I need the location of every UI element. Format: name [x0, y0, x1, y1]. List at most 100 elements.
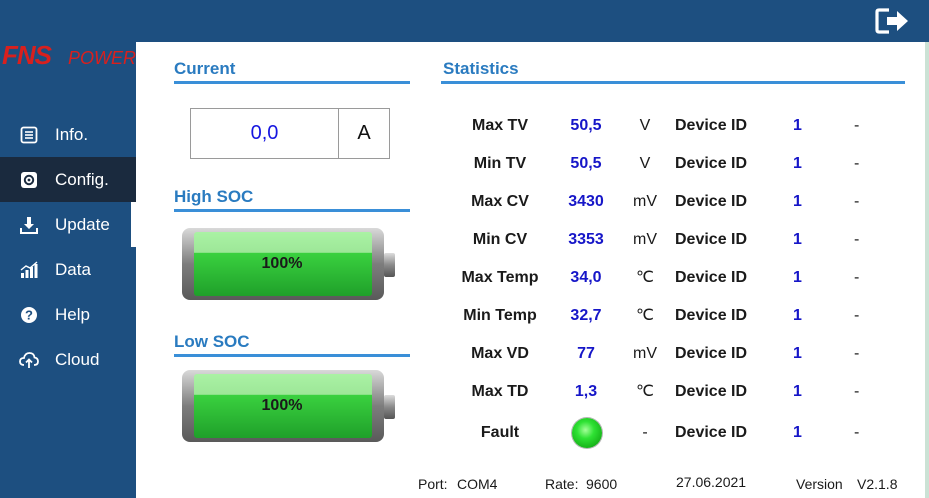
stat-extra: - [854, 269, 860, 286]
current-underline [174, 81, 410, 84]
battery-icon [182, 370, 395, 442]
fault-status-led [572, 418, 602, 448]
top-bar [0, 0, 929, 42]
device-id-label: Device ID [675, 269, 748, 286]
device-id-label: Device ID [675, 424, 748, 441]
stat-label: Fault [480, 424, 520, 441]
stat-label: Max CV [471, 193, 529, 210]
stat-extra: - [854, 117, 860, 134]
device-id-value: 1 [793, 345, 802, 362]
download-icon [19, 215, 39, 235]
device-id-label: Device ID [675, 345, 748, 362]
list-icon [19, 125, 39, 145]
svg-text:?: ? [25, 307, 33, 322]
stat-extra: - [854, 231, 860, 248]
stat-unit: V [639, 117, 651, 134]
brand-logo: FNS POWER [0, 40, 136, 74]
window-edge [925, 42, 929, 498]
sidebar-item-label: Config. [55, 169, 109, 189]
stat-unit: ℃ [636, 269, 654, 286]
sidebar-nav: Info. Config. Update Data ? Help [0, 112, 136, 382]
device-id-label: Device ID [675, 231, 748, 248]
device-id-label: Device ID [675, 155, 748, 172]
svg-text:POWER: POWER [68, 48, 136, 68]
stat-row-max-td: Max TD 1,3 ℃ Device ID 1 - [440, 380, 880, 404]
sidebar-item-update[interactable]: Update [0, 202, 136, 247]
stat-row-min-temp: Min Temp 32,7 ℃ Device ID 1 - [440, 304, 880, 328]
stat-value: 3353 [568, 231, 604, 248]
stat-unit: ℃ [636, 307, 654, 324]
version-value: V2.1.8 [857, 476, 898, 492]
bar-chart-icon [19, 260, 39, 280]
stat-value: 50,5 [570, 155, 602, 172]
gear-icon [19, 170, 39, 190]
device-id-label: Device ID [675, 193, 748, 210]
sidebar: FNS POWER Info. Config. Update [0, 0, 136, 498]
stat-unit: mV [633, 193, 657, 210]
stat-unit: ℃ [636, 383, 654, 400]
device-id-value: 1 [793, 155, 802, 172]
stat-label: Max VD [471, 345, 529, 362]
device-id-label: Device ID [675, 307, 748, 324]
stat-unit: V [639, 155, 651, 172]
help-icon: ? [19, 305, 39, 325]
high-soc-underline [174, 209, 410, 212]
device-id-value: 1 [793, 117, 802, 134]
low-soc-battery: 100% [182, 368, 397, 444]
sidebar-item-cloud[interactable]: Cloud [0, 337, 136, 382]
stat-value: 1,3 [574, 383, 598, 400]
sidebar-item-data[interactable]: Data [0, 247, 136, 292]
statistics-underline [441, 81, 905, 84]
port-value: COM4 [457, 476, 498, 492]
sidebar-item-label: Cloud [55, 349, 100, 369]
stat-row-max-temp: Max Temp 34,0 ℃ Device ID 1 - [440, 266, 880, 290]
stat-label: Max Temp [461, 269, 539, 286]
stat-value: 32,7 [570, 307, 602, 324]
stat-row-fault: Fault - Device ID 1 - [440, 421, 880, 445]
battery-icon [182, 228, 395, 300]
stat-row-min-cv: Min CV 3353 mV Device ID 1 - [440, 228, 880, 252]
high-soc-title: High SOC [174, 187, 254, 206]
stat-value: 50,5 [570, 117, 602, 134]
rate-value: 9600 [586, 476, 618, 492]
statistics-title: Statistics [443, 59, 519, 78]
device-id-value: 1 [793, 307, 802, 324]
stat-row-min-tv: Min TV 50,5 V Device ID 1 - [440, 152, 880, 176]
device-id-label: Device ID [675, 117, 748, 134]
low-soc-title: Low SOC [174, 332, 250, 351]
stat-value: 3430 [568, 193, 604, 210]
stat-extra: - [854, 383, 860, 400]
current-title: Current [174, 59, 236, 78]
current-unit: A [357, 122, 371, 144]
sidebar-item-label: Data [55, 259, 91, 279]
sidebar-item-label: Update [55, 214, 110, 234]
stat-unit: mV [633, 231, 657, 248]
stat-row-max-cv: Max CV 3430 mV Device ID 1 - [440, 190, 880, 214]
version-label: Version [796, 476, 843, 492]
sidebar-item-help[interactable]: ? Help [0, 292, 136, 337]
device-id-value: 1 [793, 424, 802, 441]
sidebar-item-config[interactable]: Config. [0, 157, 136, 202]
stat-label: Max TV [471, 117, 528, 134]
stat-label: Min TV [473, 155, 527, 172]
sidebar-item-info[interactable]: Info. [0, 112, 136, 157]
rate-label: Rate: [545, 476, 579, 492]
current-readout: 0,0 A [190, 108, 390, 159]
device-id-value: 1 [793, 193, 802, 210]
date-value: 27.06.2021 [676, 474, 747, 490]
exit-icon [875, 8, 908, 34]
stat-extra: - [854, 155, 860, 172]
device-id-value: 1 [793, 231, 802, 248]
stat-row-max-tv: Max TV 50,5 V Device ID 1 - [440, 114, 880, 138]
exit-button[interactable] [875, 7, 911, 35]
device-id-value: 1 [793, 383, 802, 400]
stat-extra: - [854, 307, 860, 324]
stat-extra: - [854, 424, 860, 441]
low-soc-underline [174, 354, 410, 357]
high-soc-battery: 100% [182, 226, 397, 302]
high-soc-percent: 100% [261, 255, 303, 272]
stat-label: Min Temp [463, 307, 537, 324]
cloud-upload-icon [19, 350, 39, 370]
port-label: Port: [418, 476, 448, 492]
stat-value: 77 [577, 345, 595, 362]
